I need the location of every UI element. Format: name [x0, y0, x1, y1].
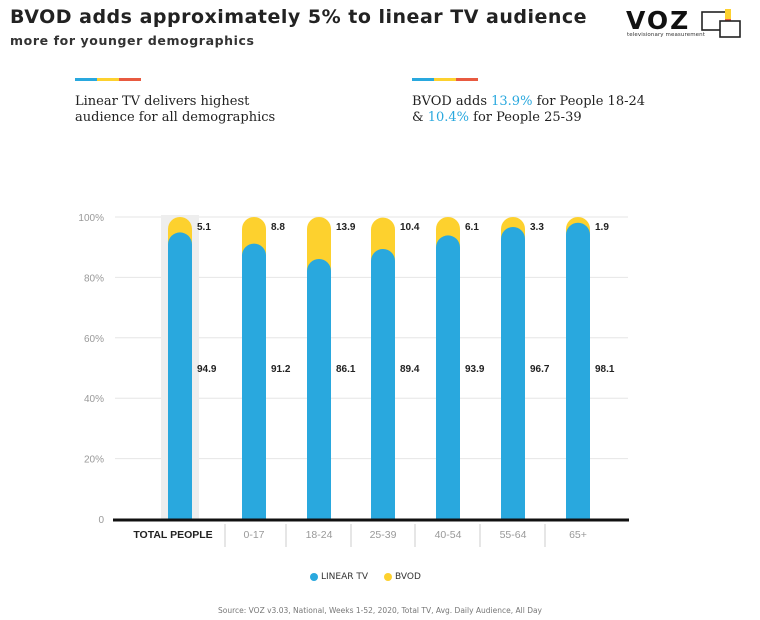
data-label-linear: 86.1 [336, 364, 356, 375]
highlight-25-39: 10.4% [427, 110, 470, 125]
data-label-bvod: 6.1 [465, 222, 479, 233]
source-note: Source: VOZ v3.03, National, Weeks 1-52,… [218, 606, 542, 615]
bar-linear [307, 258, 331, 519]
data-label-linear: 96.7 [530, 364, 550, 375]
legend-item-linear: LINEAR TV [310, 572, 368, 582]
y-tick-label: 60% [84, 334, 104, 345]
highlight-18-24: 13.9% [491, 94, 533, 109]
x-tick-label: 0-17 [243, 529, 264, 541]
legend-swatch-bvod [384, 573, 393, 581]
y-tick-label: 20% [84, 455, 104, 466]
bar-linear [566, 222, 590, 519]
bar-bvod [307, 217, 331, 271]
data-label-linear: 98.1 [595, 364, 615, 375]
data-label-linear: 94.9 [197, 364, 217, 375]
bar-linear [242, 243, 266, 520]
x-tick-label: 65+ [569, 529, 587, 541]
legend-item-bvod: BVOD [384, 572, 421, 582]
data-label-bvod: 10.4 [400, 222, 420, 233]
insight-left-line1: Linear TV delivers highest [75, 94, 250, 109]
voz-logo: VOZ televisionary measurement [626, 6, 748, 42]
chart-subtitle: more for younger demographics [10, 33, 255, 48]
y-tick-label: 80% [84, 273, 104, 284]
tricolor-rule [412, 78, 478, 81]
data-label-linear: 91.2 [271, 364, 291, 375]
y-tick-label: 0 [98, 515, 104, 526]
logo-tagline: televisionary measurement [627, 32, 705, 38]
chart-legend: LINEAR TV BVOD [310, 572, 421, 582]
insight-right-line1: BVOD adds 13.9% for People 18-24 [412, 94, 646, 109]
tricolor-rule [75, 78, 141, 81]
x-tick-label: 25-39 [370, 529, 397, 541]
legend-swatch-linear [310, 573, 318, 581]
data-label-bvod: 3.3 [530, 222, 544, 233]
data-label-bvod: 1.9 [595, 222, 609, 233]
x-tick-label: 18-24 [306, 529, 333, 541]
bar-linear [371, 249, 395, 519]
y-tick-label: 40% [84, 394, 104, 405]
data-label-linear: 89.4 [400, 364, 420, 375]
stacked-bar-chart: 0 20% 40% 60% 80% 100% 5.1 94.9 8.8 91.2 13.9 86.1 1… [78, 213, 629, 547]
data-label-linear: 93.9 [465, 364, 485, 375]
legend-label-bvod: BVOD [395, 572, 421, 582]
bar-bvod [371, 217, 395, 262]
insight-left: Linear TV delivers highest audience for … [75, 78, 275, 126]
data-label-bvod: 13.9 [336, 222, 356, 233]
chart-title: BVOD adds approximately 5% to linear TV … [10, 6, 588, 28]
y-tick-label: 100% [78, 213, 104, 224]
x-tick-label: 55-64 [500, 529, 527, 541]
insight-left-line2: audience for all demographics [75, 110, 276, 125]
x-tick-label: TOTAL PEOPLE [133, 529, 212, 541]
insight-right: BVOD adds 13.9% for People 18-24 & 10.4%… [412, 78, 645, 126]
bar-linear [436, 235, 460, 519]
x-tick-label: 40-54 [435, 529, 462, 541]
data-label-bvod: 8.8 [271, 222, 285, 233]
data-label-bvod: 5.1 [197, 222, 211, 233]
insight-right-line2: & 10.4% for People 25-39 [412, 110, 582, 125]
logo-wordmark: VOZ [626, 6, 691, 35]
bar-linear [168, 232, 192, 520]
legend-label-linear: LINEAR TV [321, 572, 369, 582]
bar-linear [501, 226, 525, 519]
screens-icon [701, 9, 741, 38]
